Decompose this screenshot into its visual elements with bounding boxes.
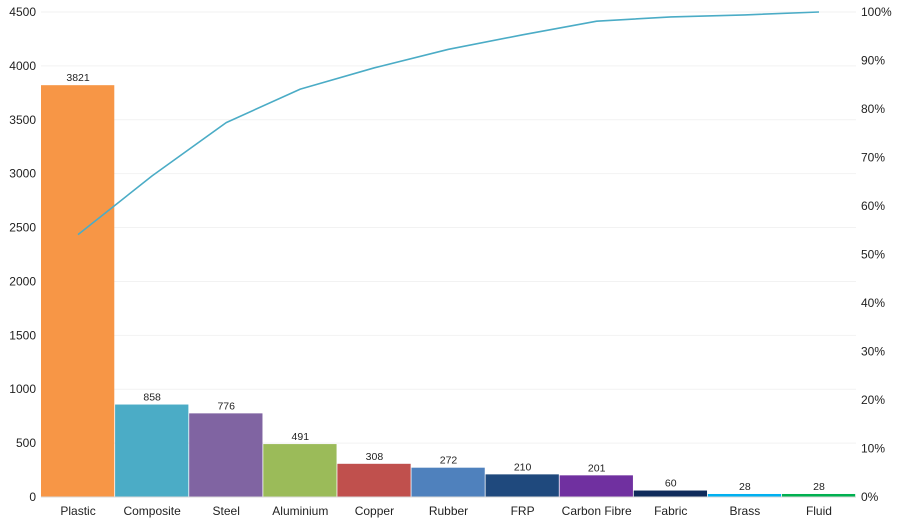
- data-label: 3821: [66, 72, 90, 84]
- y-right-tick-label: 90%: [861, 54, 885, 68]
- data-label: 858: [143, 392, 161, 404]
- bar-copper: [337, 463, 411, 497]
- y-left-tick-label: 0: [29, 490, 36, 504]
- y-right-tick-label: 70%: [861, 151, 885, 165]
- category-label: Carbon Fibre: [562, 504, 632, 518]
- category-label: Composite: [123, 504, 181, 518]
- bar-brass: [707, 493, 782, 497]
- category-label: Brass: [730, 504, 761, 518]
- data-label: 28: [813, 481, 825, 493]
- y-left-tick-label: 3500: [9, 113, 36, 127]
- y-left-tick-label: 2500: [9, 221, 36, 235]
- y-right-tick-label: 60%: [861, 199, 885, 213]
- data-labels: 3821 858 776 491 308 272 210 201 60 28 28: [66, 72, 825, 493]
- y-left-tick-label: 500: [16, 436, 36, 450]
- category-label: Rubber: [429, 504, 468, 518]
- category-label: Fluid: [806, 504, 832, 518]
- category-label: Fabric: [654, 504, 687, 518]
- data-label: 210: [514, 461, 532, 473]
- y-right-tick-label: 80%: [861, 102, 885, 116]
- y-right-tick-label: 20%: [861, 393, 885, 407]
- right-y-axis: 0% 10% 20% 30% 40% 50% 60% 70% 80% 90% 100%: [861, 5, 892, 504]
- y-left-tick-label: 4500: [9, 5, 36, 19]
- category-label: FRP: [511, 504, 535, 518]
- y-left-tick-label: 1500: [9, 328, 36, 342]
- y-left-tick-label: 2000: [9, 274, 36, 288]
- data-label: 491: [292, 431, 310, 443]
- y-left-tick-label: 4000: [9, 59, 36, 73]
- bar-fabric: [633, 490, 708, 497]
- gridlines: [41, 11, 856, 444]
- x-axis-categories: Plastic Composite Steel Aluminium Copper Rubb…: [60, 504, 832, 518]
- category-label: Steel: [213, 504, 240, 518]
- cumulative-line-group: [77, 11, 820, 236]
- data-label: 308: [366, 451, 384, 463]
- data-label: 272: [440, 455, 458, 467]
- bar-aluminium: [263, 444, 337, 497]
- y-right-tick-label: 50%: [861, 248, 885, 262]
- bar-steel: [189, 413, 263, 497]
- y-right-tick-label: 100%: [861, 5, 892, 19]
- data-label: 776: [217, 400, 235, 412]
- bars: [41, 85, 856, 497]
- bar-frp: [485, 474, 559, 497]
- y-right-tick-label: 30%: [861, 345, 885, 359]
- y-right-tick-label: 0%: [861, 490, 879, 504]
- bar-carbon-fibre: [559, 475, 633, 497]
- category-label: Plastic: [60, 504, 95, 518]
- data-label: 201: [588, 462, 606, 474]
- left-y-axis: 0 500 1000 1500 2000 2500 3000 3500 4000 4500: [9, 5, 36, 504]
- bar-fluid: [781, 493, 856, 497]
- bar-rubber: [411, 467, 485, 497]
- y-right-tick-label: 10%: [861, 442, 885, 456]
- bar-plastic: [41, 85, 115, 497]
- category-label: Copper: [355, 504, 394, 518]
- data-label: 60: [665, 478, 677, 490]
- y-right-tick-label: 40%: [861, 296, 885, 310]
- y-left-tick-label: 1000: [9, 382, 36, 396]
- data-label: 28: [739, 481, 751, 493]
- cumulative-percent-line: [77, 11, 820, 236]
- y-left-tick-label: 3000: [9, 167, 36, 181]
- bar-composite: [115, 404, 189, 497]
- category-label: Aluminium: [272, 504, 328, 518]
